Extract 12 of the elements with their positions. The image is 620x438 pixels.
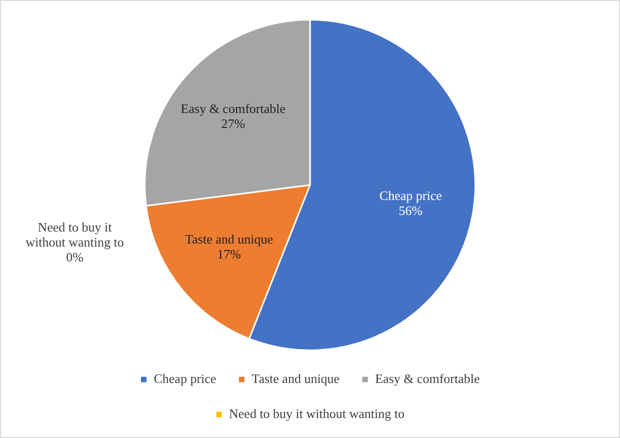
legend-label: Easy & comfortable (375, 370, 480, 386)
slice-label: Easy & comfortable (180, 101, 286, 116)
legend-label: Taste and unique (252, 370, 340, 386)
data-label: 56% (398, 203, 423, 218)
legend-label: Cheap price (154, 370, 216, 386)
slice-label: Taste and unique (185, 232, 274, 247)
category-label: Need to buy it without wanting to (26, 219, 124, 250)
text: 0% (66, 249, 84, 264)
data-label: 17% (217, 246, 242, 262)
data-label: 27% (221, 116, 246, 132)
slice-label: Cheap price (379, 188, 442, 204)
legend-label: Need to buy it without wanting to (229, 406, 404, 421)
